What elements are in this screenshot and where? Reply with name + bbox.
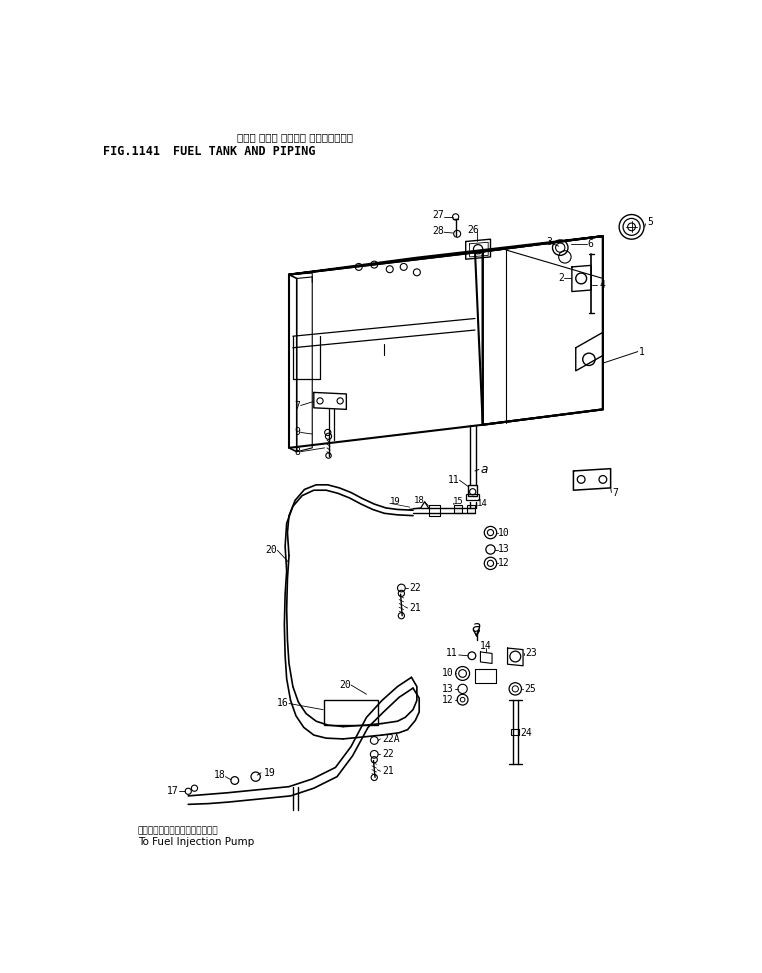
Text: 5: 5 [647, 217, 653, 228]
Text: 14: 14 [476, 499, 488, 508]
Text: 13: 13 [498, 545, 510, 555]
Text: 21: 21 [382, 767, 394, 776]
Text: 20: 20 [266, 545, 277, 556]
Text: 18: 18 [414, 495, 424, 505]
Text: 9: 9 [295, 427, 301, 438]
Text: 28: 28 [432, 226, 444, 235]
Bar [468, 485, 477, 496]
Text: 12: 12 [441, 695, 453, 704]
Text: a: a [480, 463, 488, 476]
Text: 6: 6 [588, 238, 594, 249]
Text: 26: 26 [468, 225, 479, 234]
Text: 12: 12 [498, 559, 510, 568]
Text: FUEL TANK AND PIPING: FUEL TANK AND PIPING [173, 145, 315, 158]
Bar [324, 701, 378, 725]
Text: 7: 7 [295, 401, 301, 411]
Text: To Fuel Injection Pump: To Fuel Injection Pump [138, 837, 254, 847]
Text: 10: 10 [441, 668, 453, 678]
Text: 22: 22 [409, 583, 421, 593]
Text: 10: 10 [498, 527, 510, 537]
Text: 20: 20 [339, 680, 351, 690]
Text: 3: 3 [546, 237, 552, 247]
Text: 16: 16 [277, 699, 289, 708]
Text: 22A: 22A [382, 734, 399, 744]
Text: 25: 25 [524, 684, 536, 694]
Text: 13: 13 [441, 684, 453, 694]
Bar [466, 494, 479, 500]
Text: 24: 24 [520, 728, 533, 738]
Bar [467, 505, 475, 514]
Text: 21: 21 [409, 603, 421, 613]
Text: 23: 23 [525, 648, 537, 659]
Bar [511, 729, 519, 735]
Text: 8: 8 [295, 447, 301, 456]
Text: 11: 11 [446, 648, 457, 659]
Text: FIG.1141: FIG.1141 [103, 145, 160, 158]
Text: 1: 1 [639, 346, 645, 357]
Text: 18: 18 [213, 770, 226, 780]
Text: 7: 7 [612, 487, 618, 497]
Text: 4: 4 [599, 279, 605, 290]
Text: フェル タンク オヤビ・ バイピング・: フェル タンク オヤビ・ バイピング・ [237, 132, 353, 143]
Text: a: a [472, 620, 482, 634]
Text: 11: 11 [448, 475, 459, 486]
Text: 19: 19 [389, 497, 401, 506]
Text: 15: 15 [453, 497, 464, 506]
Text: 22: 22 [382, 749, 394, 759]
Text: 27: 27 [432, 210, 444, 220]
Text: 2: 2 [559, 273, 564, 283]
Bar [454, 505, 462, 514]
Text: 19: 19 [264, 768, 276, 777]
Text: 14: 14 [480, 641, 491, 651]
Text: フェルインジェクションポンプへ: フェルインジェクションポンプへ [138, 826, 219, 835]
Text: 17: 17 [167, 786, 179, 796]
